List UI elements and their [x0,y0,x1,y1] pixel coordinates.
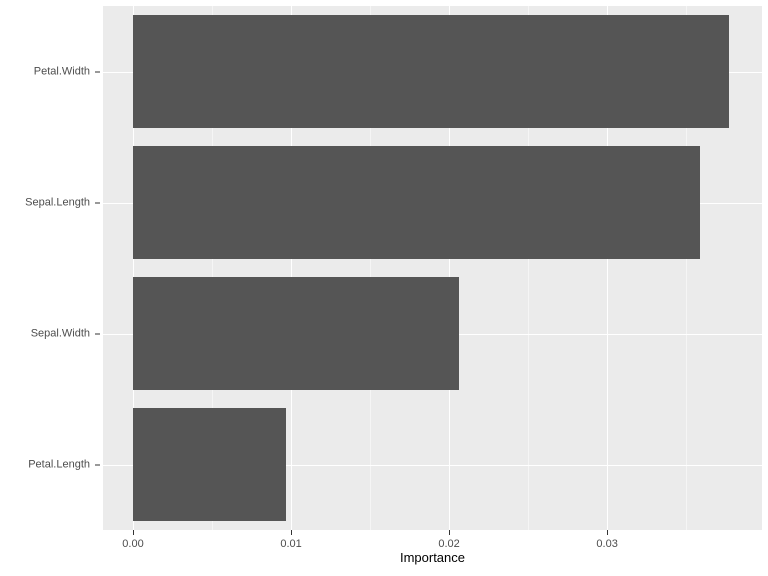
gridline-major-vertical [133,6,135,530]
y-tick-mark [95,333,100,334]
bar-petal-width [133,15,729,128]
gridline-major-horizontal [103,465,762,466]
y-axis: Petal.Width Sepal.Length Sepal.Width Petal.… [0,6,103,530]
x-tick-label-0.00: 0.00 [122,538,144,550]
gridline-minor-vertical [528,6,530,530]
y-tick-mark [95,202,100,203]
x-axis: 0.00 0.01 0.02 0.03 [103,530,762,556]
x-tick-mark [133,530,135,535]
gridline-minor-vertical [370,6,372,530]
x-axis-title: Importance [399,550,466,565]
gridline-major-vertical [291,6,293,530]
gridline-major-vertical [449,6,451,530]
y-tick-label-sepal-width: Sepal.Width [30,327,90,339]
y-tick-mark [95,71,100,72]
x-tick-label-0.03: 0.03 [596,538,618,550]
gridline-major-vertical [607,6,609,530]
x-tick-mark [449,530,451,535]
gridline-minor-vertical [686,6,688,530]
x-tick-mark [607,530,609,535]
bar-sepal-length [133,146,701,259]
x-tick-label-0.01: 0.01 [280,538,302,550]
y-tick-label-petal-length: Petal.Length [28,458,90,470]
chart-panel [103,6,762,530]
bar-petal-length [133,408,287,521]
y-tick-label-petal-width: Petal.Width [33,65,90,77]
x-tick-label-0.02: 0.02 [438,538,460,550]
y-tick-label-sepal-length: Sepal.Length [25,196,90,208]
x-tick-mark [291,530,293,535]
gridline-minor-vertical [212,6,214,530]
y-tick-mark [95,464,100,465]
bar-sepal-width [133,277,459,390]
